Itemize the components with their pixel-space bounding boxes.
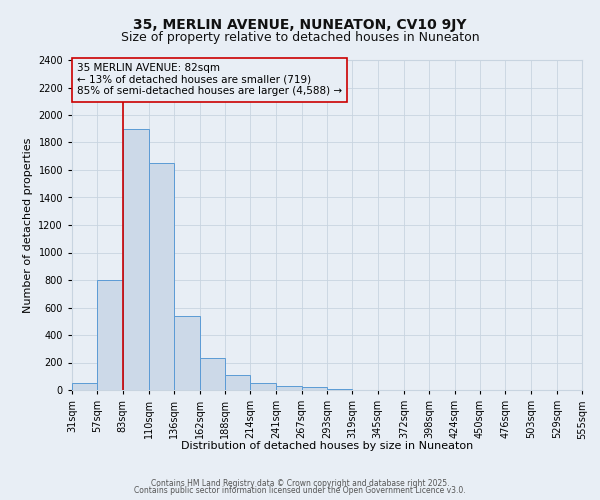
Bar bbox=[199, 358, 225, 390]
Bar bbox=[97, 280, 122, 390]
Text: 35 MERLIN AVENUE: 82sqm
← 13% of detached houses are smaller (719)
85% of semi-d: 35 MERLIN AVENUE: 82sqm ← 13% of detache… bbox=[77, 64, 342, 96]
Bar bbox=[122, 128, 149, 390]
Bar bbox=[174, 316, 200, 390]
Text: Size of property relative to detached houses in Nuneaton: Size of property relative to detached ho… bbox=[121, 32, 479, 44]
Text: Contains HM Land Registry data © Crown copyright and database right 2025.: Contains HM Land Registry data © Crown c… bbox=[151, 478, 449, 488]
Bar bbox=[277, 386, 302, 390]
Text: Contains public sector information licensed under the Open Government Licence v3: Contains public sector information licen… bbox=[134, 486, 466, 495]
Bar bbox=[149, 163, 174, 390]
Bar bbox=[250, 383, 277, 390]
X-axis label: Distribution of detached houses by size in Nuneaton: Distribution of detached houses by size … bbox=[181, 442, 473, 452]
Bar bbox=[225, 375, 250, 390]
Y-axis label: Number of detached properties: Number of detached properties bbox=[23, 138, 32, 312]
Bar bbox=[302, 387, 327, 390]
Bar bbox=[72, 383, 97, 390]
Text: 35, MERLIN AVENUE, NUNEATON, CV10 9JY: 35, MERLIN AVENUE, NUNEATON, CV10 9JY bbox=[133, 18, 467, 32]
